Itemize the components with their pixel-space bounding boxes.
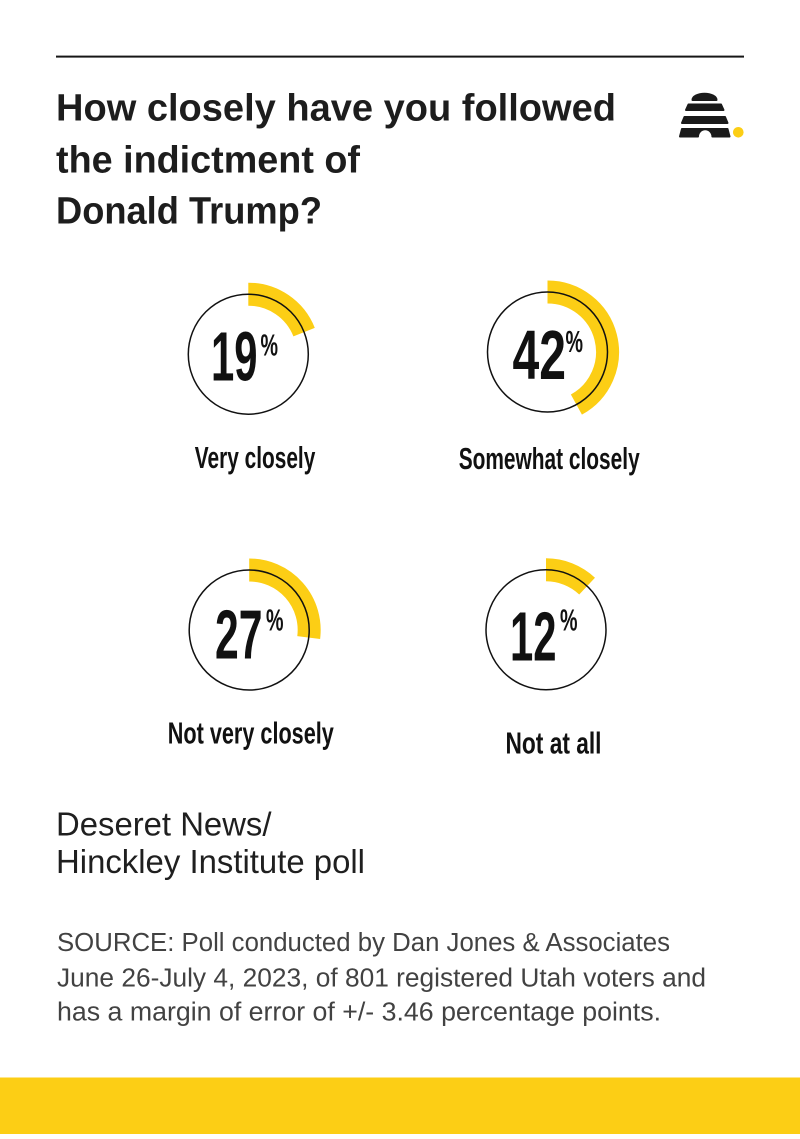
svg-text:42: 42 [513,316,567,394]
svg-text:12: 12 [510,597,557,675]
svg-text:%: % [266,602,284,637]
svg-text:%: % [566,324,584,359]
svg-text:Donald Trump?: Donald Trump? [56,191,322,233]
svg-text:Not very closely: Not very closely [168,716,335,751]
svg-text:Very closely: Very closely [195,440,316,475]
svg-text:the indictment of: the indictment of [56,140,360,182]
svg-text:%: % [560,603,578,638]
svg-text:27: 27 [215,596,263,674]
svg-text:How closely have you followed: How closely have you followed [56,88,616,130]
svg-text:%: % [261,327,279,362]
svg-text:19: 19 [211,317,258,395]
svg-text:Not at all: Not at all [506,725,602,760]
svg-text:June 26-July 4, 2023, of 801 r: June 26-July 4, 2023, of 801 registered … [57,964,706,992]
svg-text:SOURCE: Poll conducted by Dan: SOURCE: Poll conducted by Dan Jones & As… [57,929,670,957]
svg-text:Hinckley Institute poll: Hinckley Institute poll [56,843,365,880]
svg-text:Deseret News/: Deseret News/ [56,806,272,843]
svg-text:has a margin of error of +/- 3: has a margin of error of +/- 3.46 percen… [57,999,661,1027]
svg-text:Somewhat closely: Somewhat closely [459,441,641,476]
